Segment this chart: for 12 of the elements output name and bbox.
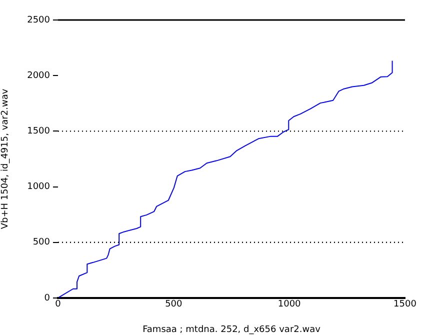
x-tick-label: 500: [165, 300, 183, 310]
y-tick-label: 2500: [27, 15, 50, 26]
y-tick-label: 1500: [27, 126, 50, 137]
x-axis-title: Famsaa ; mtdna. 252, d_x656 var2.wav: [142, 324, 322, 335]
x-tick-label: 0: [55, 300, 62, 310]
x-tick-label: 1500: [394, 300, 417, 310]
y-tick-label: 500: [32, 238, 50, 248]
x-tick-label: 1000: [278, 300, 302, 310]
y-tick-label: 1000: [27, 182, 50, 192]
y-tick-label: 2000: [27, 70, 50, 81]
y-tick-label: 0: [44, 293, 50, 304]
y-axis-title: Vb+H 1504, id_4915, var2.wav: [0, 88, 11, 230]
